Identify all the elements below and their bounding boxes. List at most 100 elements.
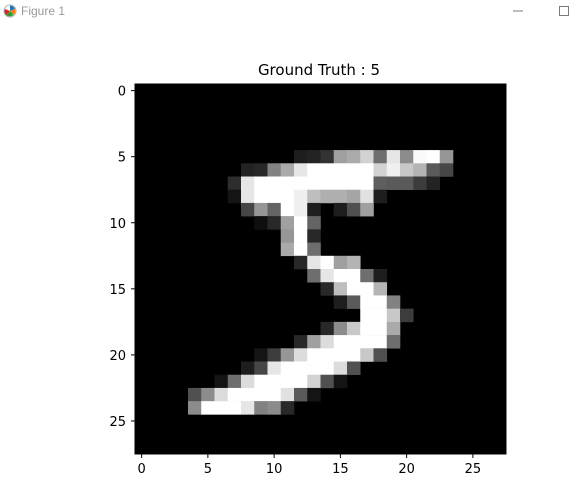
image-pixel (387, 150, 401, 164)
image-pixel (241, 203, 255, 217)
image-pixel (268, 388, 282, 402)
image-pixel (360, 309, 374, 323)
image-pixel (188, 388, 202, 402)
image-pixel (294, 150, 308, 164)
y-axis: 0 5 10 15 20 25 (109, 85, 135, 430)
x-tick-label: 15 (332, 462, 349, 477)
image-pixel (321, 348, 335, 362)
image-pixel (374, 335, 388, 349)
image-pixel (347, 269, 361, 283)
image-pixel (321, 282, 335, 296)
image-pixel (241, 401, 255, 415)
image-pixel (294, 335, 308, 349)
matplotlib-logo-icon (3, 4, 17, 18)
image-pixel (360, 163, 374, 177)
image-pixel (294, 190, 308, 204)
image-pixel (281, 177, 295, 191)
image-pixel (241, 190, 255, 204)
image-pixel (281, 388, 295, 402)
image-pixel (307, 177, 321, 191)
image-pixel (294, 203, 308, 217)
image-pixel (374, 309, 388, 323)
image-pixel (281, 216, 295, 230)
image-pixel (307, 163, 321, 177)
image-pixel (228, 388, 242, 402)
image-pixel (228, 177, 242, 191)
image-pixel (374, 348, 388, 362)
image-pixel (321, 375, 335, 389)
image-pixel (201, 388, 215, 402)
x-tick-label: 10 (266, 462, 283, 477)
image-pixel (307, 203, 321, 217)
image-pixel (334, 269, 348, 283)
image-pixel (307, 362, 321, 376)
image-pixel (334, 163, 348, 177)
image-pixel (241, 375, 255, 389)
image-pixel (334, 282, 348, 296)
image-pixel (347, 295, 361, 309)
image-pixel (201, 401, 215, 415)
image-pixel (334, 190, 348, 204)
image-pixel (307, 375, 321, 389)
image-pixel (334, 203, 348, 217)
minimize-button[interactable] (494, 0, 540, 22)
image-pixel (254, 190, 268, 204)
image-pixel (321, 163, 335, 177)
image-pixel (334, 348, 348, 362)
image-pixel (374, 295, 388, 309)
image-pixel (360, 295, 374, 309)
image-pixel (307, 190, 321, 204)
image-pixel (413, 150, 427, 164)
image-pixel (360, 190, 374, 204)
image-pixel (294, 216, 308, 230)
chart-title: Ground Truth : 5 (258, 61, 380, 79)
image-pixel (347, 190, 361, 204)
image-pixel (347, 177, 361, 191)
image-pixel (321, 322, 335, 336)
image-pixel (400, 177, 414, 191)
image-pixel (307, 229, 321, 243)
image-pixel (307, 150, 321, 164)
image-pixel (281, 401, 295, 415)
image-pixel (241, 177, 255, 191)
image-pixel (281, 203, 295, 217)
image-pixel (387, 163, 401, 177)
window-title: Figure 1 (21, 4, 65, 18)
image-pixel (387, 335, 401, 349)
image-pixel (254, 348, 268, 362)
image-pixel (215, 401, 229, 415)
image-pixel (387, 322, 401, 336)
image-pixel (281, 243, 295, 257)
image-pixel (188, 401, 202, 415)
image-pixel (427, 150, 441, 164)
image-pixel (334, 375, 348, 389)
image-pixel (321, 335, 335, 349)
y-tick-label: 20 (109, 349, 126, 364)
y-tick-label: 5 (118, 151, 126, 166)
image-pixel (360, 322, 374, 336)
image-pixel (334, 322, 348, 336)
image-pixel (334, 362, 348, 376)
image-pixel (281, 375, 295, 389)
image-pixel (321, 256, 335, 270)
image-pixel (321, 177, 335, 191)
image-pixel (334, 335, 348, 349)
image-pixel (374, 322, 388, 336)
image-pixel (427, 163, 441, 177)
image-pixel (360, 335, 374, 349)
image-pixel (307, 216, 321, 230)
image-pixel (281, 229, 295, 243)
image-pixel (294, 375, 308, 389)
image-pixel (334, 295, 348, 309)
image-pixel (294, 362, 308, 376)
image-pixel (347, 256, 361, 270)
image-pixel (241, 362, 255, 376)
image-pixel (360, 282, 374, 296)
image-pixel (321, 150, 335, 164)
image-pixel (254, 362, 268, 376)
maximize-button[interactable] (540, 0, 576, 22)
minimize-icon (512, 5, 524, 17)
image-pixel (241, 388, 255, 402)
image-pixel (374, 190, 388, 204)
image-pixel (413, 163, 427, 177)
